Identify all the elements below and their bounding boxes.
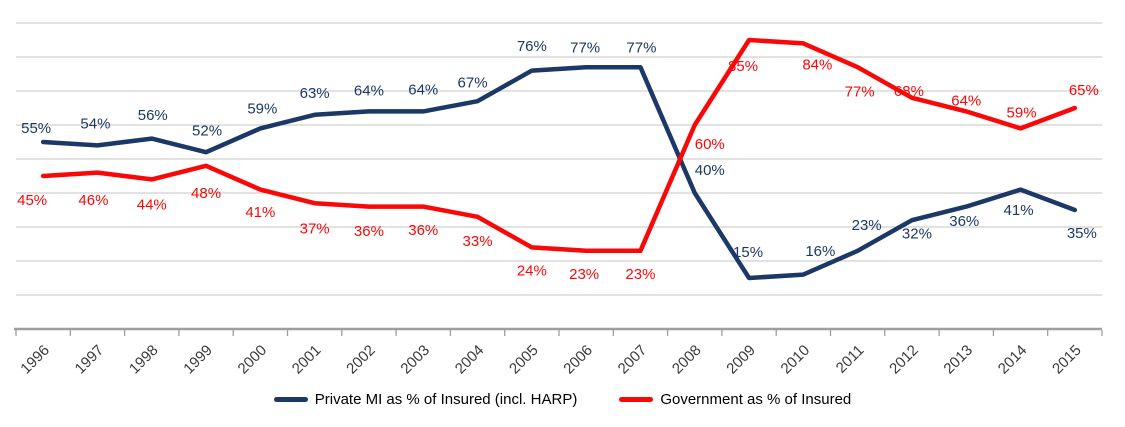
series-line-private-mi: [40, 64, 1078, 281]
data-label-government-2001: 37%: [300, 220, 330, 237]
data-label-government-2007: 23%: [625, 266, 655, 283]
x-tick-label-2006: 2006: [560, 342, 596, 378]
data-label-government-1999: 48%: [191, 185, 221, 202]
x-tick-label-2000: 2000: [235, 342, 271, 378]
x-tick-label-2002: 2002: [343, 342, 379, 378]
data-label-private-mi-2013: 36%: [949, 213, 979, 230]
x-tick-label-2009: 2009: [723, 342, 759, 378]
data-label-government-2006: 23%: [569, 266, 599, 283]
x-tick-label-2005: 2005: [506, 342, 542, 378]
data-label-government-2013: 64%: [951, 93, 981, 110]
data-label-private-mi-2008: 40%: [695, 162, 725, 179]
data-label-private-mi-2000: 59%: [247, 101, 277, 118]
data-label-private-mi-2009: 15%: [733, 244, 763, 261]
x-tick-label-2001: 2001: [289, 342, 325, 378]
data-label-private-mi-1999: 52%: [192, 122, 222, 139]
data-label-private-mi-1996: 55%: [21, 120, 51, 137]
legend-label-private-mi: Private MI as % of Insured (incl. HARP): [314, 391, 578, 408]
data-label-private-mi-2010: 16%: [805, 243, 835, 260]
x-tick-label-1998: 1998: [126, 342, 162, 378]
chart-legend: Private MI as % of Insured (incl. HARP) …: [0, 391, 1125, 408]
data-label-private-mi-1997: 54%: [80, 116, 110, 133]
data-label-government-2015: 65%: [1069, 82, 1099, 99]
x-tick-label-2007: 2007: [615, 342, 651, 378]
data-label-private-mi-2002: 64%: [354, 83, 384, 100]
x-tick-label-1997: 1997: [72, 342, 108, 378]
data-label-private-mi-2006: 77%: [570, 39, 600, 56]
x-tick-label-2012: 2012: [886, 342, 922, 378]
data-label-private-mi-2015: 35%: [1067, 225, 1097, 242]
x-tick-label-2010: 2010: [778, 342, 814, 378]
data-label-government-2008: 60%: [695, 136, 725, 153]
data-label-government-2014: 59%: [1007, 105, 1037, 122]
data-label-private-mi-2014: 41%: [1004, 202, 1034, 219]
x-tick-label-1996: 1996: [17, 342, 53, 378]
data-label-private-mi-1998: 56%: [138, 107, 168, 124]
data-label-government-1998: 44%: [137, 197, 167, 214]
data-label-private-mi-2007: 77%: [626, 39, 656, 56]
data-label-private-mi-2001: 63%: [300, 85, 330, 102]
x-tick-label-1999: 1999: [180, 342, 216, 378]
x-tick-label-2008: 2008: [669, 342, 705, 378]
data-label-government-2000: 41%: [245, 204, 275, 221]
x-tick-label-2004: 2004: [452, 342, 488, 378]
x-tick-label-2003: 2003: [397, 342, 433, 378]
legend-item-private-mi: Private MI as % of Insured (incl. HARP): [273, 391, 578, 408]
legend-line-swatch-private-mi: [273, 397, 308, 402]
series-line-government: [40, 37, 1078, 254]
x-tick-label-2014: 2014: [995, 342, 1031, 378]
data-label-government-2002: 36%: [354, 223, 384, 240]
legend-label-government: Government as % of Insured: [660, 391, 852, 408]
data-label-government-1997: 46%: [78, 192, 108, 209]
line-chart-canvas: 55% 54% 56% 52% 59% 63% 64% 64% 67% 76% 77% 77% 40% 1…: [14, 22, 1103, 378]
data-label-private-mi-2011: 23%: [852, 217, 882, 234]
x-tick-label-2013: 2013: [940, 342, 976, 378]
data-label-government-2012: 68%: [894, 83, 924, 100]
x-tick-label-2011: 2011: [833, 342, 868, 377]
data-label-government-2004: 33%: [463, 233, 493, 250]
legend-line-swatch-government: [619, 397, 654, 402]
legend-item-government: Government as % of Insured: [619, 391, 851, 408]
data-label-government-2009: 85%: [728, 58, 758, 75]
x-tick-label-2015: 2015: [1049, 342, 1085, 378]
data-label-government-2010: 84%: [802, 57, 832, 74]
data-label-private-mi-2004: 67%: [458, 74, 488, 91]
data-label-government-2011: 77%: [845, 83, 875, 100]
data-label-government-2003: 36%: [408, 222, 438, 239]
data-label-government-2005: 24%: [517, 263, 547, 280]
data-label-private-mi-2003: 64%: [408, 82, 438, 99]
data-label-private-mi-2012: 32%: [902, 225, 932, 242]
data-label-government-1996: 45%: [17, 192, 47, 209]
data-label-private-mi-2005: 76%: [517, 38, 547, 55]
